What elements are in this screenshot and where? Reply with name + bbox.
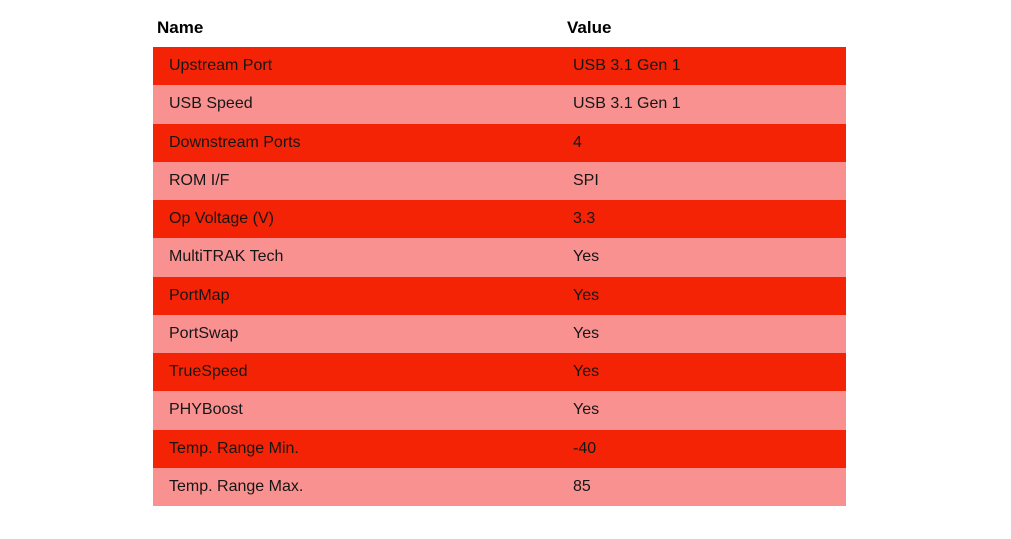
table-row: Upstream Port USB 3.1 Gen 1	[153, 47, 846, 86]
column-header-name: Name	[157, 18, 204, 37]
table-row: USB Speed USB 3.1 Gen 1	[153, 85, 846, 124]
table-row: PortSwap Yes	[153, 314, 846, 353]
value-cell: Yes	[573, 248, 600, 266]
name-cell: Downstream Ports	[169, 133, 301, 151]
table-row: TrueSpeed Yes	[153, 353, 846, 392]
value-cell: 3.3	[573, 210, 596, 228]
name-cell: Temp. Range Max.	[169, 477, 304, 495]
table-header-row: Name Value	[153, 9, 846, 47]
value-cell: SPI	[573, 171, 599, 189]
table-row: Downstream Ports 4	[153, 123, 846, 162]
table-body: Upstream Port USB 3.1 Gen 1 USB Speed US…	[153, 47, 846, 506]
name-cell: ROM I/F	[169, 171, 230, 189]
value-cell: USB 3.1 Gen 1	[573, 57, 681, 75]
value-cell: 85	[573, 477, 591, 495]
table-row: Temp. Range Min. -40	[153, 429, 846, 468]
spec-table: Name Value Upstream Port USB 3.1 Gen 1 U…	[153, 9, 846, 506]
table-row: Op Voltage (V) 3.3	[153, 200, 846, 239]
name-cell: TrueSpeed	[169, 363, 248, 381]
name-cell: PHYBoost	[169, 401, 243, 419]
value-cell: Yes	[573, 324, 600, 342]
value-cell: USB 3.1 Gen 1	[573, 95, 681, 113]
value-cell: Yes	[573, 401, 600, 419]
name-cell: PortSwap	[169, 324, 239, 342]
name-cell: Op Voltage (V)	[169, 210, 274, 228]
name-cell: Temp. Range Min.	[169, 439, 299, 457]
name-cell: Upstream Port	[169, 57, 273, 75]
table-row: PortMap Yes	[153, 276, 846, 315]
table-row: Temp. Range Max. 85	[153, 467, 846, 506]
table-row: PHYBoost Yes	[153, 391, 846, 430]
value-cell: Yes	[573, 363, 600, 381]
name-cell: MultiTRAK Tech	[169, 248, 284, 266]
value-cell: 4	[573, 133, 582, 151]
value-cell: -40	[573, 439, 597, 457]
name-cell: PortMap	[169, 286, 230, 304]
name-cell: USB Speed	[169, 95, 253, 113]
column-header-value: Value	[567, 18, 612, 37]
table-row: ROM I/F SPI	[153, 161, 846, 200]
table-row: MultiTRAK Tech Yes	[153, 238, 846, 277]
value-cell: Yes	[573, 286, 600, 304]
